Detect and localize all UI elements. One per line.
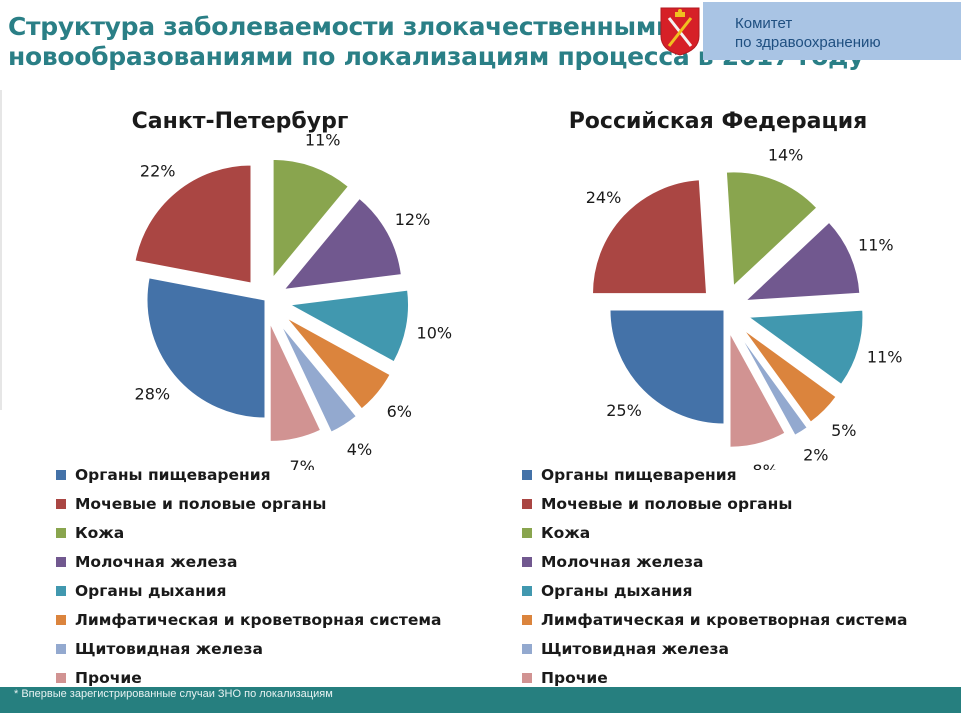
data-label: 24%: [586, 188, 622, 207]
legend-label: Прочие: [541, 668, 608, 687]
legend-swatch: [56, 556, 66, 567]
legend-label: Кожа: [75, 523, 125, 542]
legend-swatch: [56, 585, 66, 596]
legend-item: Щитовидная железа: [522, 634, 908, 663]
legend-label: Органы пищеварения: [541, 465, 737, 484]
pie-slice: [739, 335, 808, 436]
footer-bar: [0, 687, 961, 713]
legend-label: Молочная железа: [541, 552, 704, 571]
legend-item: Органы пищеварения: [522, 460, 908, 489]
legend-swatch: [522, 672, 532, 683]
data-label: 6%: [387, 402, 412, 421]
pie-slice: [286, 317, 391, 410]
legend-label: Кожа: [541, 523, 591, 542]
pie-slice: [280, 324, 358, 433]
title-line-1: Структура заболеваемости злокачественным…: [8, 12, 674, 41]
legend-swatch: [522, 498, 532, 509]
legend-label: Молочная железа: [75, 552, 238, 571]
divider: [0, 90, 2, 410]
pie-slice: [269, 323, 322, 442]
legend-swatch: [522, 585, 532, 596]
data-label: 11%: [858, 235, 894, 254]
coat-of-arms-icon: [660, 7, 700, 56]
pie-slice: [272, 158, 350, 279]
legend-swatch: [522, 469, 532, 480]
legend-item: Прочие: [522, 663, 908, 692]
data-label: 2%: [803, 446, 828, 465]
legend-item: Мочевые и половые органы: [56, 489, 442, 518]
legend-item: Молочная железа: [522, 547, 908, 576]
pie-slice: [744, 221, 861, 302]
legend-swatch: [522, 643, 532, 654]
legend-swatch: [56, 527, 66, 538]
legend-label: Щитовидная железа: [75, 639, 264, 658]
legend-item: Органы дыхания: [56, 576, 442, 605]
legend-spb: Органы пищеварения Мочевые и половые орга…: [56, 460, 442, 692]
pie-slice: [609, 309, 725, 425]
chart-title: Санкт-Петербург: [132, 109, 349, 134]
pie-slice: [747, 309, 864, 385]
data-label: 5%: [831, 421, 856, 440]
legend-label: Органы дыхания: [75, 581, 227, 600]
legend-swatch: [522, 614, 532, 625]
org-banner: [703, 2, 961, 60]
legend-rf: Органы пищеварения Мочевые и половые орга…: [522, 460, 908, 692]
legend-swatch: [56, 469, 66, 480]
legend-item: Кожа: [522, 518, 908, 547]
legend-swatch: [56, 498, 66, 509]
legend-swatch: [56, 614, 66, 625]
chart-title: Российская Федерация: [569, 109, 868, 134]
legend-label: Мочевые и половые органы: [541, 494, 793, 513]
legend-item: Прочие: [56, 663, 442, 692]
data-label: 8%: [752, 461, 777, 470]
legend-swatch: [522, 527, 532, 538]
data-label: 14%: [768, 145, 804, 164]
legend-label: Щитовидная железа: [541, 639, 730, 658]
legend-item: Органы пищеварения: [56, 460, 442, 489]
legend-swatch: [522, 556, 532, 567]
legend-item: Мочевые и половые органы: [522, 489, 908, 518]
legend-label: Лимфатическая и кроветворная система: [75, 610, 442, 629]
legend-swatch: [56, 643, 66, 654]
org-line-2: по здравоохранению: [735, 34, 881, 51]
legend-label: Мочевые и половые органы: [75, 494, 327, 513]
legend-item: Щитовидная железа: [56, 634, 442, 663]
legend-label: Органы пищеварения: [75, 465, 271, 484]
pie-slice: [146, 277, 266, 419]
org-line-1: Комитет: [735, 15, 793, 32]
legend-item: Кожа: [56, 518, 442, 547]
data-label: 11%: [305, 131, 341, 150]
pie-slice: [288, 289, 410, 363]
legend-label: Прочие: [75, 668, 142, 687]
data-label: 28%: [135, 384, 171, 403]
legend-item: Лимфатическая и кроветворная система: [56, 605, 442, 634]
data-label: 10%: [417, 323, 453, 342]
data-label: 4%: [347, 440, 372, 459]
org-name: Комитет по здравоохранению: [735, 14, 881, 52]
footnote: * Впервые зарегистрированные случаи ЗНО …: [14, 688, 333, 700]
pie-slice: [134, 164, 252, 284]
data-label: 22%: [140, 161, 176, 180]
pie-slice: [725, 171, 818, 287]
data-label: 11%: [867, 348, 903, 367]
legend-label: Лимфатическая и кроветворная система: [541, 610, 908, 629]
data-label: 12%: [395, 210, 431, 229]
legend-item: Органы дыхания: [522, 576, 908, 605]
data-label: 25%: [606, 401, 642, 420]
pie-slice: [729, 332, 786, 448]
charts-canvas: Санкт-Петербург 28% 22% 11% 12% 10% 6% 4% 7% Росс…: [132, 109, 903, 470]
legend-swatch: [56, 672, 66, 683]
pie-slice: [591, 179, 708, 295]
pie-slice: [283, 197, 402, 291]
legend-item: Лимфатическая и кроветворная система: [522, 605, 908, 634]
legend-item: Молочная железа: [56, 547, 442, 576]
pie-slice: [743, 329, 837, 423]
data-label: 7%: [290, 457, 315, 470]
legend-label: Органы дыхания: [541, 581, 693, 600]
